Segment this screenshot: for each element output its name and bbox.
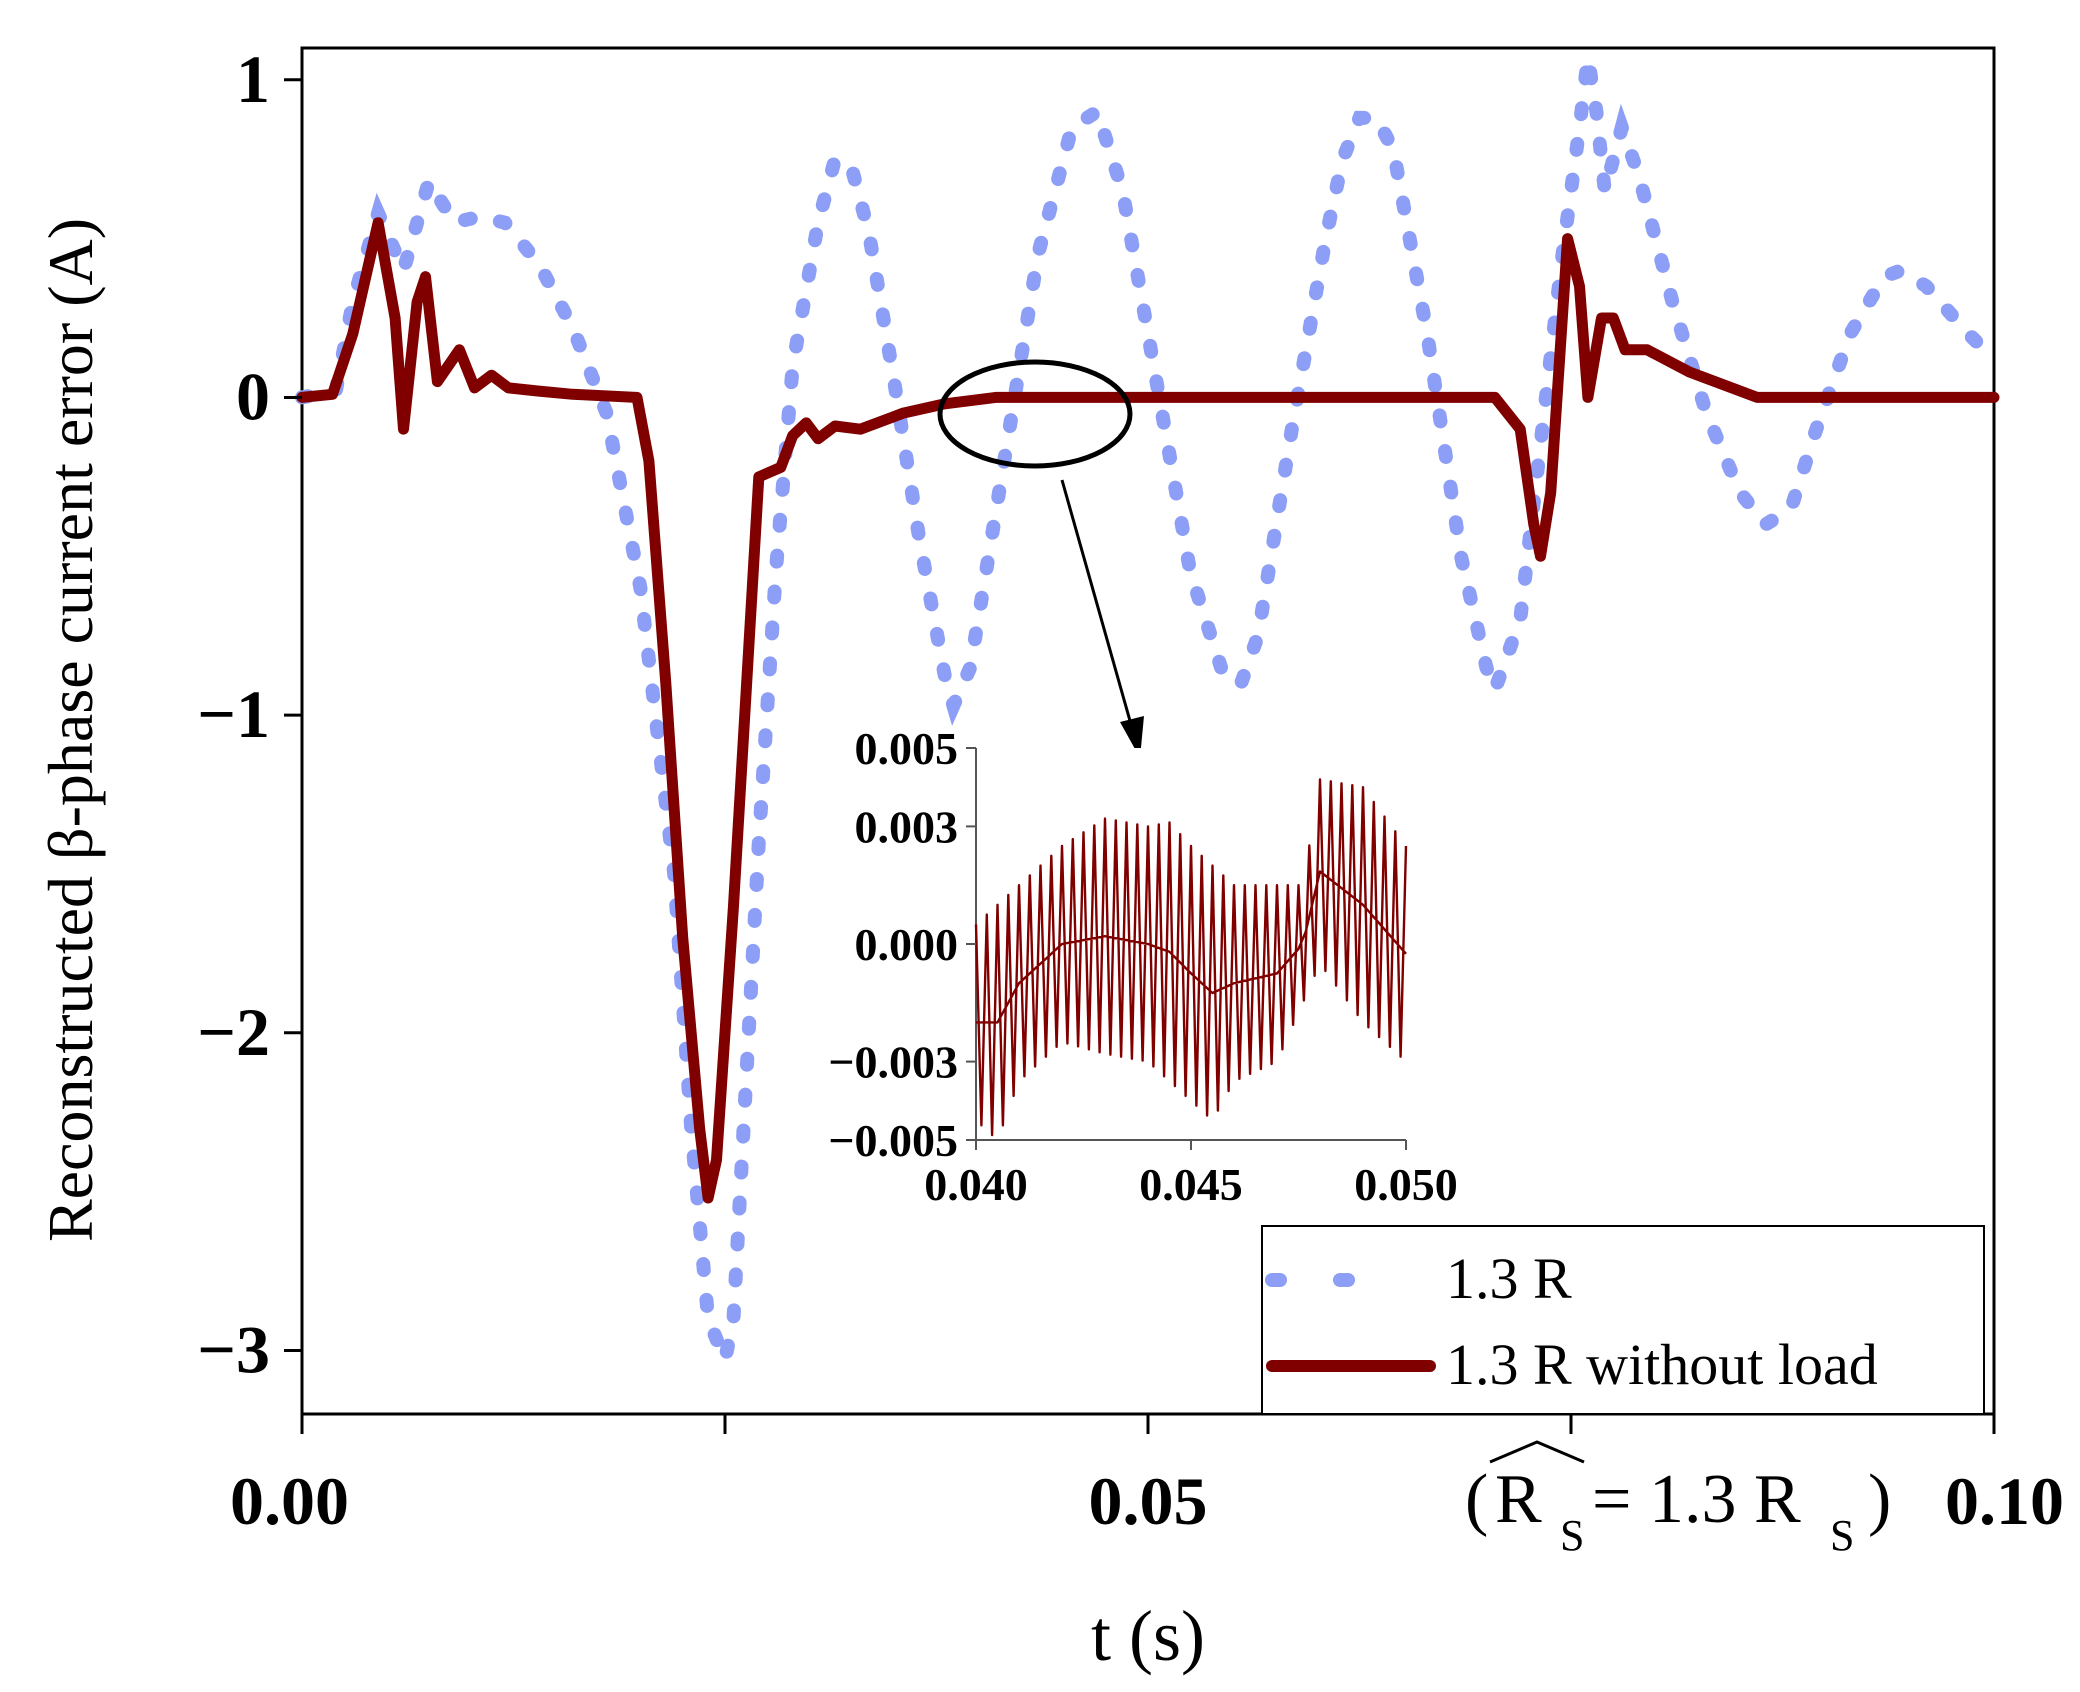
legend-label-1-3-r-without-load: 1.3 R without load bbox=[1446, 1332, 1878, 1397]
x-tick-label: 0.00 bbox=[230, 1463, 349, 1539]
inset-y-tick-label: 0.000 bbox=[855, 919, 959, 970]
y-axis-label: Reconstructed β-phase current error (A) bbox=[35, 218, 106, 1242]
legend-entry-1-3-r: 1.3 R bbox=[1265, 1246, 1572, 1311]
annotation-rs-subscript: S bbox=[1830, 1511, 1854, 1560]
annotation-rs-hat: R bbox=[1495, 1461, 1542, 1538]
inset-x-tick-label: 0.050 bbox=[1354, 1159, 1458, 1210]
x-axis: 0.00 0.05 0.10 bbox=[230, 1414, 2064, 1539]
x-tick-label: 0.05 bbox=[1089, 1463, 1208, 1539]
zoom-callout bbox=[937, 359, 1144, 758]
legend: 1.3 R 1.3 R without load bbox=[1261, 1225, 1985, 1415]
y-tick-label: −2 bbox=[197, 994, 270, 1070]
annotation-close-paren: ) bbox=[1868, 1461, 1891, 1538]
inset-y-tick-label: −0.003 bbox=[828, 1037, 958, 1088]
resistance-annotation: ( R S = 1.3 R S ) bbox=[1465, 1440, 1891, 1560]
series-line-1-3-r-without-load bbox=[296, 217, 2000, 1204]
inset-series-line bbox=[974, 778, 1408, 1137]
inset-chart: 0.040 0.045 0.050 0.005 0.003 0.000 −0.003 −0.… bbox=[828, 723, 1457, 1210]
inset-x-tick-label: 0.040 bbox=[924, 1159, 1028, 1210]
y-axis: 1 0 −1 −2 −3 bbox=[197, 41, 302, 1387]
series-line-1-3-r bbox=[295, 56, 2001, 1384]
y-tick-label: −1 bbox=[197, 676, 270, 752]
inset-x-tick-label: 0.045 bbox=[1139, 1159, 1243, 1210]
inset-y-tick-label: 0.005 bbox=[855, 723, 959, 774]
legend-label-1-3-r: 1.3 R bbox=[1446, 1246, 1572, 1311]
inset-y-tick-label: −0.005 bbox=[828, 1115, 958, 1166]
legend-entry-1-3-r-without-load: 1.3 R without load bbox=[1266, 1332, 1878, 1397]
annotation-equals: = 1.3 R bbox=[1592, 1461, 1801, 1538]
zoom-arrow-head-icon bbox=[1120, 716, 1144, 758]
x-tick-label: 0.10 bbox=[1945, 1463, 2064, 1539]
inset-y-axis: 0.005 0.003 0.000 −0.003 −0.005 bbox=[828, 723, 976, 1166]
annotation-rs-hat-subscript: S bbox=[1560, 1511, 1584, 1560]
zoom-ellipse bbox=[937, 359, 1133, 469]
y-tick-label: −3 bbox=[197, 1311, 270, 1387]
y-tick-label: 0 bbox=[236, 358, 270, 434]
legend-box bbox=[1261, 1225, 1985, 1415]
inset-y-tick-label: 0.003 bbox=[855, 801, 959, 852]
inset-x-axis: 0.040 0.045 0.050 bbox=[924, 1140, 1458, 1210]
series-group bbox=[295, 56, 2001, 1384]
zoom-arrow-line bbox=[1060, 479, 1136, 736]
hat-accent-icon bbox=[1489, 1440, 1585, 1464]
x-axis-label: t (s) bbox=[1091, 1596, 1205, 1676]
y-tick-label: 1 bbox=[236, 41, 270, 117]
annotation-open-paren: ( bbox=[1465, 1461, 1488, 1538]
